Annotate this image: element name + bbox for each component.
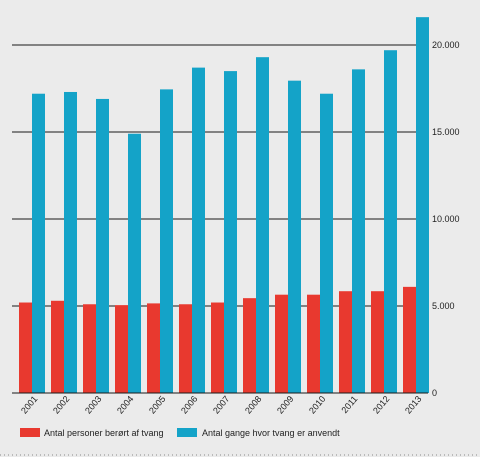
x-tick-label-2008: 2008	[243, 394, 264, 416]
bar-2012-gange	[384, 50, 397, 393]
x-tick-label-2010: 2010	[307, 394, 328, 416]
legend-swatch-0	[20, 428, 40, 437]
bar-2010-personer	[307, 294, 320, 393]
x-tick-label-2001: 2001	[19, 394, 40, 416]
bar-2003-personer	[83, 304, 96, 393]
y-tick-label-0: 0	[432, 388, 437, 398]
bar-2008-personer	[243, 298, 256, 393]
bar-2001-personer	[19, 302, 32, 393]
legend-label-0: Antal personer berørt af tvang	[44, 428, 164, 438]
bar-2012-personer	[371, 291, 384, 393]
y-tick-label-1: 5.000	[432, 301, 455, 311]
x-tick-label-2012: 2012	[371, 394, 392, 416]
bar-2004-gange	[128, 133, 141, 394]
x-tick-label-2011: 2011	[339, 394, 359, 415]
y-tick-label-3: 15.000	[432, 127, 460, 137]
x-tick-label-2002: 2002	[51, 394, 72, 416]
y-tick-label-4: 20.000	[432, 40, 460, 50]
bar-2002-personer	[51, 300, 64, 393]
x-tick-label-2009: 2009	[275, 394, 296, 416]
bar-2008-gange	[256, 57, 269, 394]
bar-2002-gange	[64, 91, 77, 393]
legend: Antal personer berørt af tvang Antal gang…	[20, 428, 340, 438]
bar-2009-personer	[275, 294, 288, 393]
bar-2007-gange	[224, 71, 237, 393]
x-tick-label-2007: 2007	[211, 394, 232, 416]
bar-2013-personer	[403, 286, 416, 393]
bar-2009-gange	[288, 80, 301, 394]
x-tick-label-2003: 2003	[83, 394, 104, 416]
bar-2005-personer	[147, 303, 160, 393]
bar-2005-gange	[160, 89, 173, 394]
x-tick-label-2004: 2004	[115, 394, 136, 416]
bar-2011-gange	[352, 69, 365, 394]
bar-2001-gange	[32, 93, 45, 393]
bar-2006-personer	[179, 304, 192, 393]
y-tick-labels: 0 5.000 10.000 15.000 20.000	[432, 40, 460, 398]
legend-swatch-1	[177, 428, 197, 437]
x-tick-label-2005: 2005	[147, 394, 168, 416]
bars	[19, 17, 429, 394]
bar-2003-gange	[96, 98, 109, 393]
legend-label-1: Antal gange hvor tvang er anvendt	[202, 428, 340, 438]
bar-2011-personer	[339, 291, 352, 393]
bar-2006-gange	[192, 67, 205, 394]
x-tick-label-2006: 2006	[179, 394, 200, 416]
x-tick-label-2013: 2013	[403, 394, 424, 416]
bar-2007-personer	[211, 302, 224, 393]
x-tick-labels: 2001 2002 2003 2004 2005 2006 2007 2008 2009 2010…	[19, 394, 424, 416]
y-tick-label-2: 10.000	[432, 214, 460, 224]
bar-2013-gange	[416, 17, 429, 393]
bar-2010-gange	[320, 93, 333, 393]
bar-2004-personer	[115, 305, 128, 393]
